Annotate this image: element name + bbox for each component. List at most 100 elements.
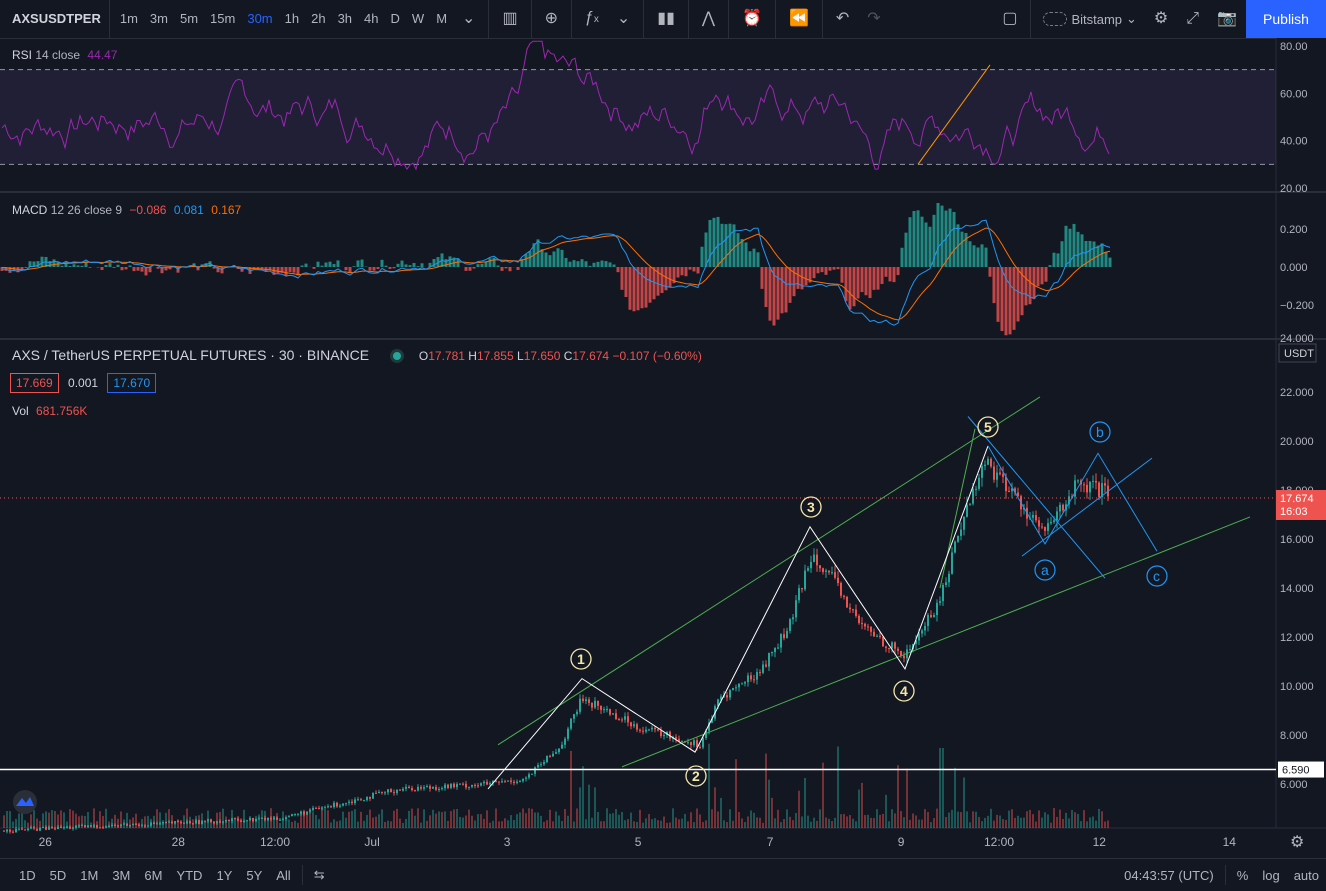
candle-body <box>21 828 23 830</box>
macd-name: MACD <box>12 203 48 217</box>
chevron-down-icon[interactable]: ⌄ <box>462 10 476 27</box>
candle-body <box>378 791 380 794</box>
candle-body <box>1044 526 1046 531</box>
redo-icon[interactable]: ↷ <box>867 10 881 27</box>
rsi-legend: RSI 14 close 44.47 <box>12 48 117 62</box>
candle-body <box>597 700 599 706</box>
symbol-search-button[interactable]: AXSUSDTPER <box>0 0 110 38</box>
candle-body <box>507 780 509 782</box>
indicators-icon[interactable]: ƒx <box>584 9 599 26</box>
percent-toggle[interactable]: % <box>1236 867 1249 883</box>
templates-icon[interactable]: ⋀ <box>701 10 716 27</box>
candle-body <box>441 788 443 790</box>
candle-body <box>90 825 92 827</box>
layout-icon[interactable]: ▢ <box>1002 10 1018 27</box>
interval-1m[interactable]: 1m <box>119 11 138 26</box>
replay-icon[interactable]: ⏪ <box>788 10 809 27</box>
auto-toggle[interactable]: auto <box>1293 867 1319 883</box>
candle-body <box>579 698 581 712</box>
range-1M[interactable]: 1M <box>80 867 99 883</box>
buy-price-button[interactable]: 17.670 <box>107 373 157 393</box>
candle-body <box>258 818 260 820</box>
range-All[interactable]: All <box>276 867 291 883</box>
correction-channel-line <box>967 416 1106 579</box>
sell-price-button[interactable]: 17.669 <box>10 373 59 393</box>
range-3M[interactable]: 3M <box>112 867 131 883</box>
wave-label-1: 1 <box>577 651 585 667</box>
candle-body <box>765 664 767 667</box>
interval-M[interactable]: M <box>436 11 448 26</box>
interval-list: 1m 3m 5m 15m 30m 1h 2h 3h 4h D W M <box>110 0 453 38</box>
candle-body <box>288 816 290 818</box>
exchange-selector[interactable]: Bitstamp ⌄ <box>1035 11 1144 27</box>
chart-type-candles-icon[interactable]: ▥ <box>502 10 518 27</box>
candle-body <box>240 820 242 822</box>
candle-body <box>444 784 446 789</box>
chart-canvas[interactable]: 80.00 60.00 40.00 20.00 0.200 0.000 −0.200 24.0… <box>0 38 1326 858</box>
candle-body <box>162 822 164 824</box>
wave-label-4: 4 <box>900 683 908 699</box>
candle-body <box>249 817 251 821</box>
interval-30m[interactable]: 30m <box>247 11 273 26</box>
candle-body <box>774 648 776 653</box>
candle-body <box>855 609 857 616</box>
candle-body <box>558 748 560 753</box>
candle-body <box>435 786 437 790</box>
range-1Y[interactable]: 1Y <box>216 867 233 883</box>
range-1D[interactable]: 1D <box>19 867 36 883</box>
candle-body <box>309 809 311 812</box>
candle-body <box>222 821 224 823</box>
interval-4h[interactable]: 4h <box>364 11 379 26</box>
interval-D[interactable]: D <box>390 11 400 26</box>
macd-axis-label: 0.200 <box>1280 224 1308 236</box>
candle-body <box>138 824 140 826</box>
candle-body <box>39 827 41 831</box>
candle-body <box>540 764 542 766</box>
range-5Y[interactable]: 5Y <box>246 867 263 883</box>
candle-body <box>393 792 395 794</box>
candle-body <box>546 755 548 763</box>
price-axis-label: 14.000 <box>1280 583 1314 595</box>
interval-3m[interactable]: 3m <box>149 11 168 26</box>
range-YTD[interactable]: YTD <box>176 867 203 883</box>
candle-body <box>327 806 329 808</box>
candle-body <box>963 516 965 530</box>
candle-body <box>267 817 269 820</box>
time-axis-label: Jul <box>364 835 379 849</box>
candle-body <box>813 554 815 562</box>
interval-2h[interactable]: 2h <box>311 11 326 26</box>
candle-body <box>135 823 137 825</box>
fullscreen-icon[interactable]: ⤢ <box>1186 10 1200 27</box>
interval-1h[interactable]: 1h <box>284 11 300 26</box>
candle-body <box>702 737 704 748</box>
interval-5m[interactable]: 5m <box>179 11 199 26</box>
candle-body <box>807 568 809 571</box>
log-toggle[interactable]: log <box>1262 867 1280 883</box>
clock-label[interactable]: 04:43:57 (UTC) <box>1124 867 1214 883</box>
candle-body <box>384 792 386 794</box>
candle-body <box>24 829 26 831</box>
range-5D[interactable]: 5D <box>49 867 67 883</box>
compare-add-icon[interactable]: ⊕ <box>544 10 558 27</box>
undo-icon[interactable]: ↶ <box>835 10 850 27</box>
interval-15m[interactable]: 15m <box>210 11 236 26</box>
candle-body <box>843 595 845 597</box>
chevron-down-icon[interactable]: ⌄ <box>616 10 631 27</box>
financials-icon[interactable]: ▮▮ <box>657 10 675 27</box>
candle-body <box>966 504 968 517</box>
date-range-icon[interactable]: ⇆ <box>313 867 325 882</box>
range-6M[interactable]: 6M <box>144 867 163 883</box>
candle-body <box>969 503 971 505</box>
logo-mark-icon <box>16 797 34 806</box>
candle-body <box>255 818 257 822</box>
camera-icon[interactable]: 📷 <box>1217 10 1237 27</box>
rsi-name: RSI <box>12 48 33 62</box>
time-axis-label: 12:00 <box>260 835 290 849</box>
candle-body <box>1008 491 1010 493</box>
alert-icon[interactable]: ⏰ <box>742 10 762 27</box>
interval-3h[interactable]: 3h <box>337 11 353 26</box>
publish-button[interactable]: Publish <box>1246 0 1326 38</box>
settings-gear-icon[interactable]: ⚙ <box>1153 10 1169 27</box>
candle-body <box>150 822 152 826</box>
interval-W[interactable]: W <box>411 11 425 26</box>
